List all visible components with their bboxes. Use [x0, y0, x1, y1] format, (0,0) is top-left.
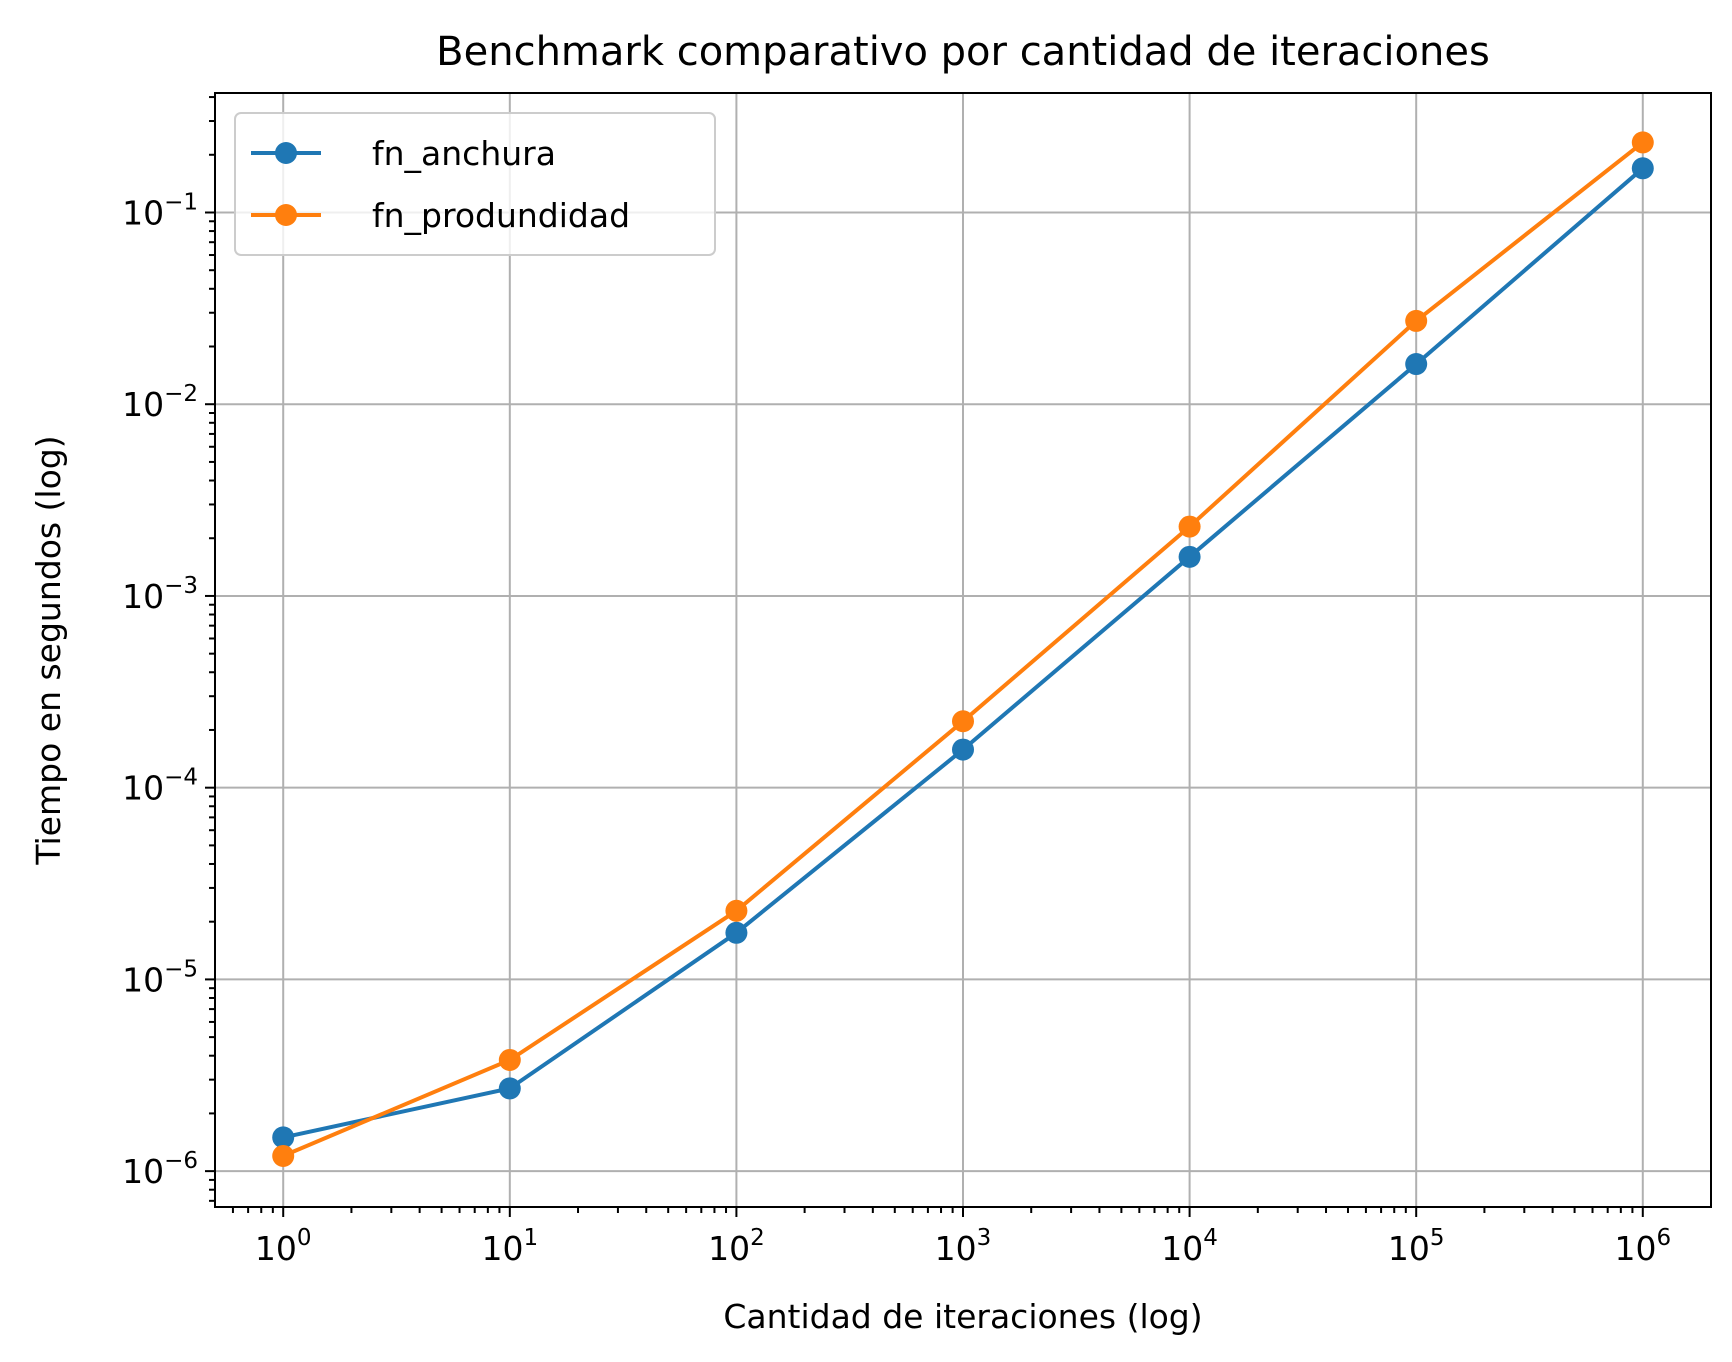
chart-title: Benchmark comparativo por cantidad de it…: [436, 29, 1490, 75]
x-tick-exponent: 2: [750, 1225, 765, 1251]
data-point-fn_anchura: [725, 921, 748, 944]
y-tick-base: 10: [122, 577, 164, 616]
y-axis-label: Tiempo en segundos (log): [29, 435, 68, 865]
legend-label: fn_anchura: [372, 134, 556, 173]
x-tick-label: 104: [1161, 1225, 1218, 1268]
y-tick-label: 10−1: [122, 189, 198, 232]
y-tick-exponent: −5: [164, 956, 198, 982]
x-tick-base: 10: [255, 1229, 297, 1268]
series-layer: [272, 131, 1654, 1167]
data-point-fn_produndidad: [725, 899, 748, 922]
data-point-fn_anchura: [272, 1126, 295, 1149]
x-tick-base: 10: [481, 1229, 523, 1268]
x-tick-label: 100: [255, 1225, 312, 1268]
y-tick-label: 10−3: [122, 573, 198, 616]
x-tick-base: 10: [1388, 1229, 1430, 1268]
x-tick-exponent: 0: [297, 1225, 312, 1251]
data-point-fn_produndidad: [952, 710, 974, 733]
x-tick-label: 102: [708, 1225, 765, 1268]
data-point-fn_produndidad: [1631, 131, 1654, 154]
data-point-fn_produndidad: [272, 1144, 295, 1167]
y-tick-base: 10: [122, 769, 164, 808]
y-tick-exponent: −2: [164, 381, 198, 407]
x-tick-label: 105: [1388, 1225, 1445, 1268]
y-tick-label: 10−6: [122, 1148, 198, 1191]
data-point-fn_anchura: [1405, 353, 1428, 376]
x-tick-exponent: 1: [523, 1225, 538, 1251]
data-point-fn_produndidad: [498, 1048, 521, 1071]
data-point-fn_anchura: [1631, 157, 1654, 180]
y-tick-exponent: −4: [164, 765, 198, 791]
data-point-fn_produndidad: [1178, 515, 1201, 538]
x-axis-label: Cantidad de iteraciones (log): [723, 1297, 1202, 1336]
x-tick-exponent: 4: [1203, 1225, 1218, 1251]
y-tick-base: 10: [122, 960, 164, 999]
y-tick-label: 10−2: [122, 381, 198, 424]
data-point-fn_produndidad: [1405, 309, 1428, 332]
x-tick-label: 103: [935, 1225, 992, 1268]
legend: fn_anchura fn_produndidad: [234, 112, 716, 256]
y-tick-exponent: −1: [164, 189, 198, 215]
y-tick-exponent: −6: [164, 1148, 198, 1174]
y-tick-exponent: −3: [164, 573, 198, 599]
y-tick-base: 10: [122, 193, 164, 232]
x-tick-exponent: 3: [977, 1225, 992, 1251]
data-point-fn_anchura: [952, 738, 974, 761]
x-tick-exponent: 6: [1656, 1225, 1671, 1251]
y-tick-base: 10: [122, 385, 164, 424]
grid: [215, 93, 1711, 1207]
axis-ticks: 100 101 102 103 104 105 10610−610−510−410−310−…: [122, 96, 1671, 1268]
x-tick-label: 106: [1614, 1225, 1671, 1268]
y-tick-label: 10−4: [122, 765, 198, 808]
legend-marker-fn_produndidad: [275, 204, 297, 226]
x-tick-label: 101: [481, 1225, 538, 1268]
x-tick-base: 10: [708, 1229, 750, 1268]
legend-box: [234, 112, 716, 256]
legend-marker-fn_anchura: [275, 142, 297, 164]
x-tick-base: 10: [1161, 1229, 1203, 1268]
y-tick-label: 10−5: [122, 956, 198, 999]
data-point-fn_anchura: [1178, 545, 1201, 568]
y-tick-base: 10: [122, 1152, 164, 1191]
x-tick-exponent: 5: [1430, 1225, 1445, 1251]
x-tick-base: 10: [935, 1229, 977, 1268]
data-point-fn_anchura: [498, 1077, 521, 1100]
x-tick-base: 10: [1614, 1229, 1656, 1268]
legend-label: fn_produndidad: [372, 196, 630, 235]
